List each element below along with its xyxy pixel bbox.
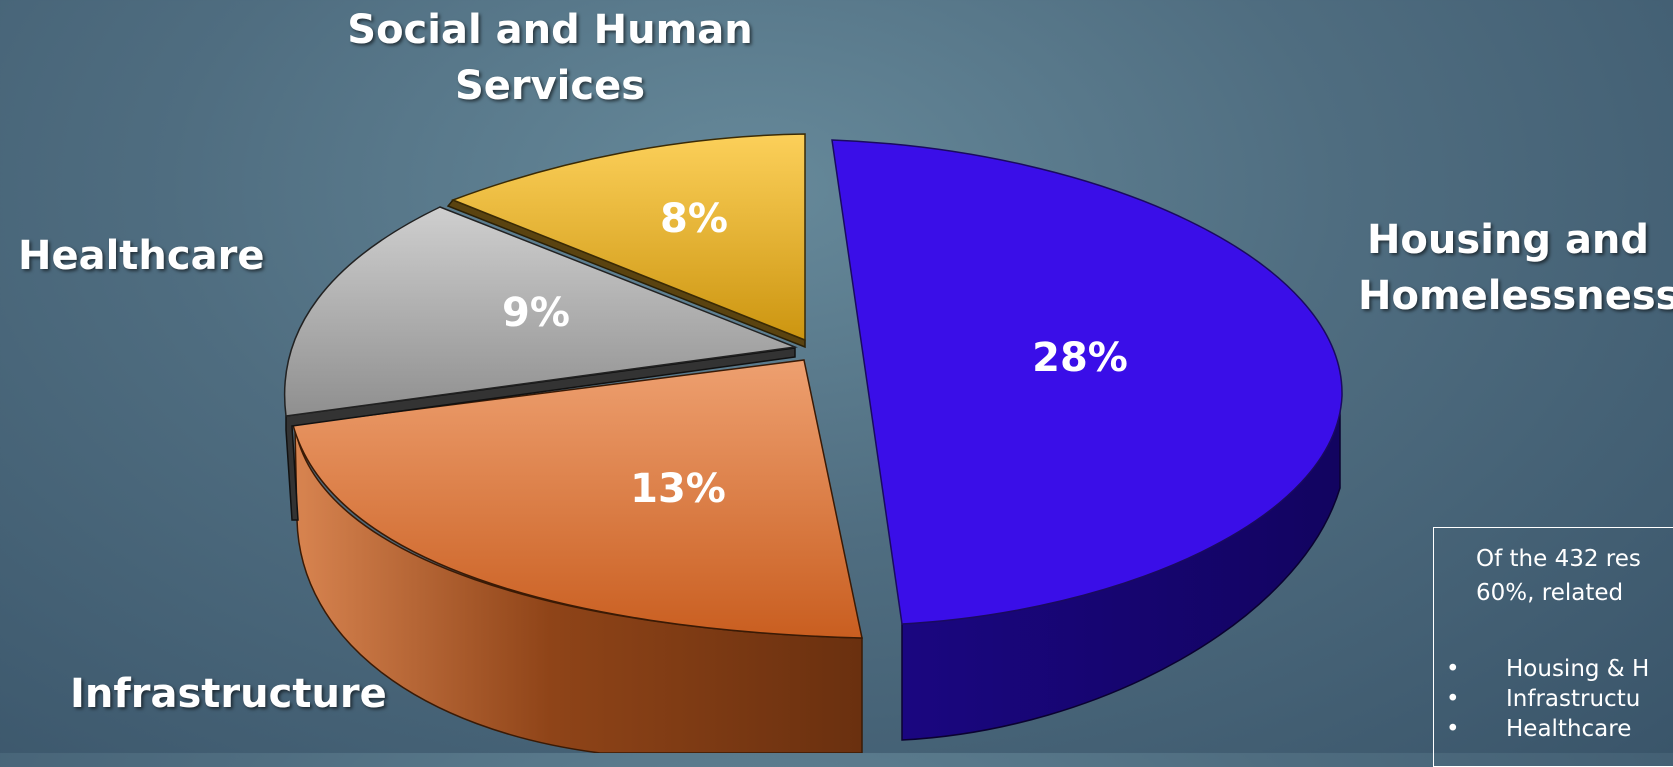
label-social-and-human-services: Social and Human Services <box>347 7 753 109</box>
label-healthcare: Healthcare <box>18 233 265 279</box>
summary-note-item-text: Housing & H <box>1506 656 1650 682</box>
slice-healthcare-side <box>285 347 796 521</box>
slice-healthcare: 9% <box>284 206 798 521</box>
slice-housing-value: 28% <box>1032 335 1128 381</box>
slice-social-top <box>450 133 806 342</box>
bullet-icon: • <box>1446 656 1460 682</box>
slice-housing: 28% <box>831 139 1343 741</box>
slice-infrastructure: 13% <box>292 359 863 753</box>
summary-note-item: • Healthcare <box>1446 714 1649 744</box>
summary-note-item-text: Infrastructu <box>1506 686 1641 712</box>
bullet-icon: • <box>1446 686 1460 712</box>
summary-note-item: • Housing & H <box>1446 654 1649 684</box>
slice-social: 8% <box>446 133 806 349</box>
label-infrastructure: Infrastructure <box>70 671 387 717</box>
slice-healthcare-value: 9% <box>502 290 570 336</box>
label-housing-and-homelessness: Housing and Homelessness <box>1358 217 1673 319</box>
summary-note-item-text: Healthcare <box>1506 716 1632 742</box>
slice-social-value: 8% <box>660 196 728 242</box>
slice-infrastructure-top <box>292 359 863 639</box>
slice-healthcare-top <box>284 206 798 417</box>
slice-housing-top <box>831 139 1343 625</box>
summary-note-list: • Housing & H • Infrastructu • Healthcare <box>1446 654 1649 744</box>
summary-note-intro: Of the 432 res 60%, related <box>1476 546 1641 606</box>
summary-note-item: • Infrastructu <box>1446 684 1649 714</box>
slice-infrastructure-value: 13% <box>630 466 726 512</box>
bullet-icon: • <box>1446 716 1460 742</box>
summary-note-box: Of the 432 res 60%, related • Housing & H… <box>1433 527 1673 767</box>
